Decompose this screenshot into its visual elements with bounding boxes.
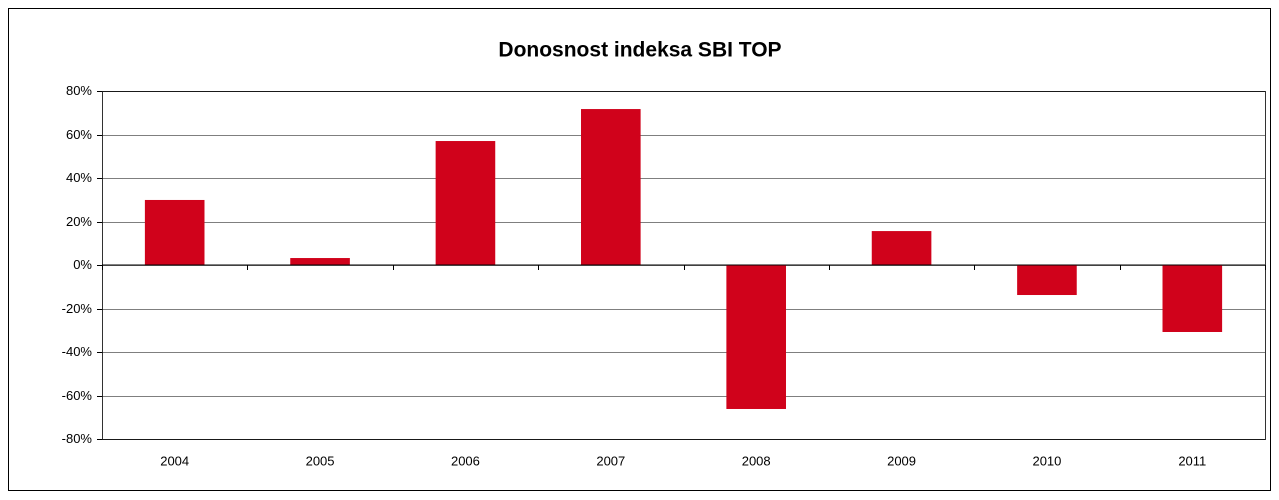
x-tick-label: 2009 [887,453,916,468]
x-tick-label: 2008 [742,453,771,468]
bar [726,265,786,409]
y-tick-label: 20% [66,214,92,229]
x-tick-label: 2005 [306,453,335,468]
bar [144,199,205,265]
x-tick-label: 2004 [160,453,189,468]
bar [1017,265,1077,296]
x-tick-label: 2007 [596,453,625,468]
y-tick-label: -60% [62,388,93,403]
y-tick-label: -20% [62,301,93,316]
bar [581,109,641,266]
y-tick-label: 0% [73,257,92,272]
x-tick-label: 2010 [1032,453,1061,468]
y-tick-label: 40% [66,170,92,185]
x-tick-label: 2006 [451,453,480,468]
y-tick-label: 80% [66,83,92,98]
x-tick-label: 2011 [1178,453,1206,468]
bar [871,231,932,265]
bar [1162,265,1223,332]
bar [290,258,350,265]
chart-title: Donosnost indeksa SBI TOP [498,39,781,62]
y-tick-label: 60% [66,127,92,142]
bar [435,141,496,265]
y-tick-label: -40% [62,344,93,359]
y-tick-label: -80% [62,431,93,446]
